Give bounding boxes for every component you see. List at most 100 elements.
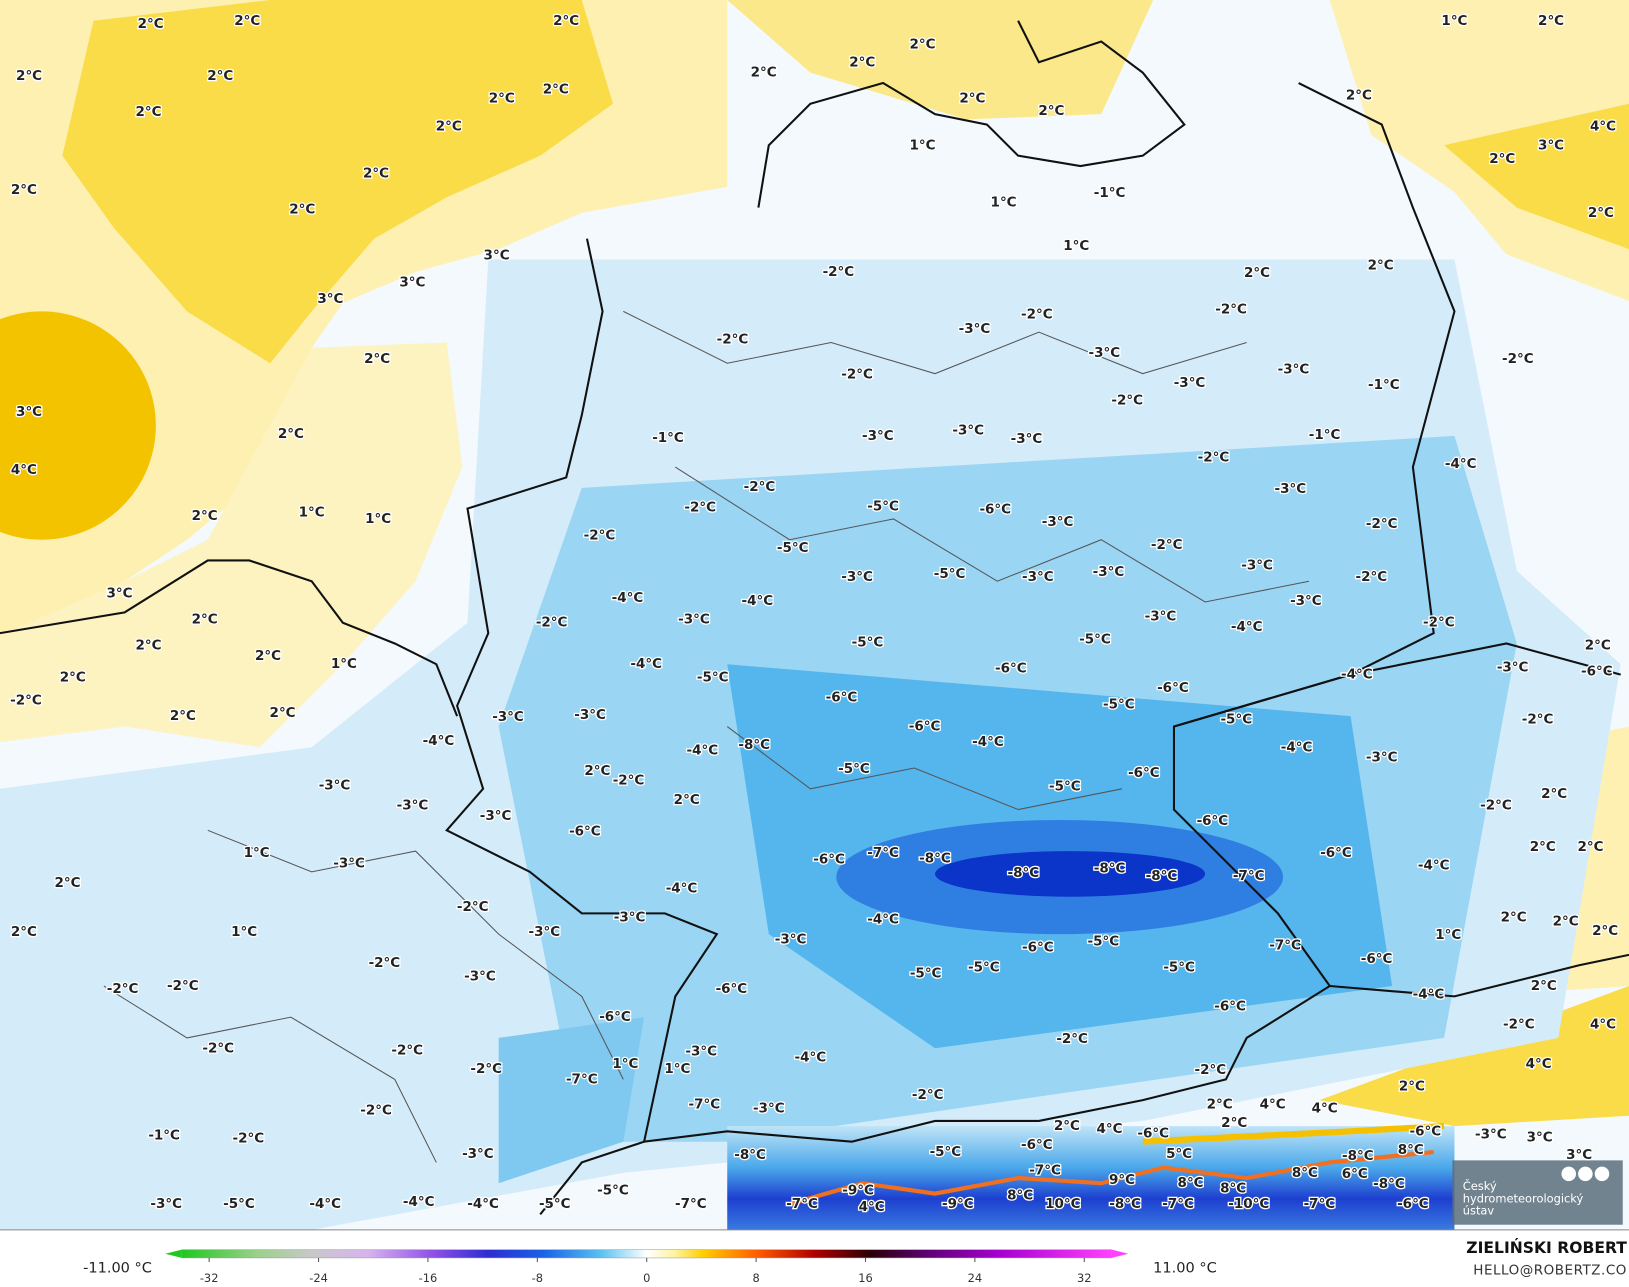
temperature-label: 8°C bbox=[1007, 1188, 1033, 1204]
temperature-label: 2°C bbox=[436, 119, 462, 135]
temperature-label: -4°C bbox=[309, 1196, 341, 1212]
temperature-label: 1°C bbox=[612, 1056, 638, 1072]
contact: HELLO@ROBERTZ.CO bbox=[1473, 1262, 1627, 1278]
temperature-label: -3°C bbox=[952, 423, 984, 439]
temperature-label: -6°C bbox=[1361, 951, 1393, 967]
temperature-label: -3°C bbox=[1241, 558, 1273, 574]
temperature-label: 2°C bbox=[11, 182, 37, 198]
temperature-label: 2°C bbox=[959, 91, 985, 107]
temperature-label: 6°C bbox=[1342, 1166, 1368, 1182]
temperature-label: 4°C bbox=[1260, 1096, 1286, 1112]
temperature-label: -2°C bbox=[369, 955, 401, 971]
temperature-label: -2°C bbox=[717, 331, 749, 347]
temperature-label: 1°C bbox=[1441, 13, 1467, 29]
temperature-label: -3°C bbox=[462, 1146, 494, 1162]
temperature-label: -3°C bbox=[841, 569, 873, 585]
temperature-label: -2°C bbox=[1111, 393, 1143, 409]
temperature-label: 8°C bbox=[1292, 1165, 1318, 1181]
temperature-label: -1°C bbox=[148, 1127, 180, 1143]
temperature-label: 2°C bbox=[192, 612, 218, 628]
temperature-label: -3°C bbox=[862, 428, 894, 444]
colorbar-tick-label: -24 bbox=[309, 1271, 328, 1285]
temperature-label: -4°C bbox=[630, 656, 662, 672]
temperature-label: -8°C bbox=[1109, 1196, 1141, 1212]
temperature-label: -6°C bbox=[1197, 813, 1229, 829]
temperature-label: 1°C bbox=[991, 194, 1017, 210]
temperature-label: 1°C bbox=[664, 1061, 690, 1077]
temperature-label: 2°C bbox=[234, 13, 260, 29]
temperature-label: -1°C bbox=[1309, 427, 1341, 443]
temperature-label: -2°C bbox=[1503, 1016, 1535, 1032]
temperature-label: -3°C bbox=[397, 797, 429, 813]
temperature-label: -3°C bbox=[1278, 361, 1310, 377]
temperature-label: 2°C bbox=[11, 924, 37, 940]
temperature-label: -5°C bbox=[930, 1144, 962, 1160]
temperature-label: -2°C bbox=[1356, 569, 1388, 585]
temperature-label: -2°C bbox=[10, 693, 42, 709]
temperature-label: -6°C bbox=[1022, 940, 1054, 956]
temperature-label: 2°C bbox=[1244, 265, 1270, 281]
temperature-label: 3°C bbox=[484, 247, 510, 263]
temperature-label: -2°C bbox=[584, 528, 616, 544]
temperature-label: -6°C bbox=[1581, 664, 1613, 680]
colorbar-tick-label: 16 bbox=[858, 1271, 873, 1285]
temperature-label: -8°C bbox=[1342, 1148, 1374, 1164]
temperature-label: -2°C bbox=[1198, 450, 1230, 466]
temperature-label: -6°C bbox=[1410, 1123, 1442, 1139]
temperature-label: -4°C bbox=[423, 733, 455, 749]
temperature-label: -3°C bbox=[753, 1100, 785, 1116]
temperature-label: -3°C bbox=[1145, 609, 1177, 625]
temperature-label: 3°C bbox=[1566, 1147, 1592, 1163]
temperature-label: -5°C bbox=[1049, 779, 1081, 795]
colorbar-arrow-right bbox=[1111, 1249, 1129, 1258]
temperature-label: -6°C bbox=[979, 502, 1011, 518]
temperature-label: -4°C bbox=[795, 1050, 827, 1066]
temperature-label: -10°C bbox=[1228, 1196, 1269, 1212]
temperature-label: -3°C bbox=[1475, 1126, 1507, 1142]
temperature-label: -7°C bbox=[566, 1071, 598, 1087]
temperature-label: -2°C bbox=[107, 981, 139, 997]
colorbar-max-label: 11.00 °C bbox=[1153, 1260, 1217, 1276]
temperature-label: 4°C bbox=[1590, 119, 1616, 135]
temperature-label: -6°C bbox=[995, 660, 1027, 676]
temperature-label: -2°C bbox=[684, 500, 716, 516]
temperature-label: 5°C bbox=[1166, 1146, 1192, 1162]
temperature-label: -8°C bbox=[1373, 1176, 1405, 1192]
colorbar-tick-label: 32 bbox=[1077, 1271, 1092, 1285]
temperature-label: -3°C bbox=[1497, 659, 1529, 675]
temperature-label: 1°C bbox=[299, 505, 325, 521]
temperature-label: -2°C bbox=[613, 773, 645, 789]
temperature-label: -7°C bbox=[1029, 1163, 1061, 1179]
temperature-label: -8°C bbox=[738, 737, 770, 753]
colorbar-tick-label: 24 bbox=[968, 1271, 983, 1285]
temperature-label: -6°C bbox=[1397, 1196, 1429, 1212]
temperature-label: -4°C bbox=[1418, 858, 1450, 874]
temperature-label: 8°C bbox=[1178, 1175, 1204, 1191]
temperature-label: -2°C bbox=[1502, 351, 1534, 367]
temperature-label: -2°C bbox=[1056, 1031, 1088, 1047]
temperature-label: -5°C bbox=[1220, 711, 1252, 727]
temperature-label: 2°C bbox=[489, 91, 515, 107]
temperature-label: -3°C bbox=[685, 1043, 717, 1059]
temperature-label: 2°C bbox=[1585, 638, 1611, 654]
temperature-label: -3°C bbox=[150, 1196, 182, 1212]
temperature-label: 2°C bbox=[364, 351, 390, 367]
temperature-label: -2°C bbox=[470, 1061, 502, 1077]
temperature-label: -2°C bbox=[202, 1040, 234, 1056]
temperature-label: -4°C bbox=[1413, 986, 1445, 1002]
temperature-label: 2°C bbox=[1399, 1079, 1425, 1095]
temperature-label: 2°C bbox=[553, 13, 579, 29]
temperature-label: -6°C bbox=[569, 823, 601, 839]
temperature-label: -1°C bbox=[1368, 377, 1400, 393]
temperature-label: -7°C bbox=[867, 845, 899, 861]
temperature-label: -3°C bbox=[574, 707, 606, 723]
temperature-label: -7°C bbox=[675, 1196, 707, 1212]
temperature-label: 2°C bbox=[910, 37, 936, 53]
temperature-label: -2°C bbox=[1480, 797, 1512, 813]
temperature-label: -4°C bbox=[403, 1194, 435, 1210]
temperature-label: -3°C bbox=[1089, 345, 1121, 361]
temperature-label: -3°C bbox=[492, 709, 524, 725]
temperature-label: 3°C bbox=[317, 291, 343, 307]
temperature-label: -5°C bbox=[697, 670, 729, 686]
